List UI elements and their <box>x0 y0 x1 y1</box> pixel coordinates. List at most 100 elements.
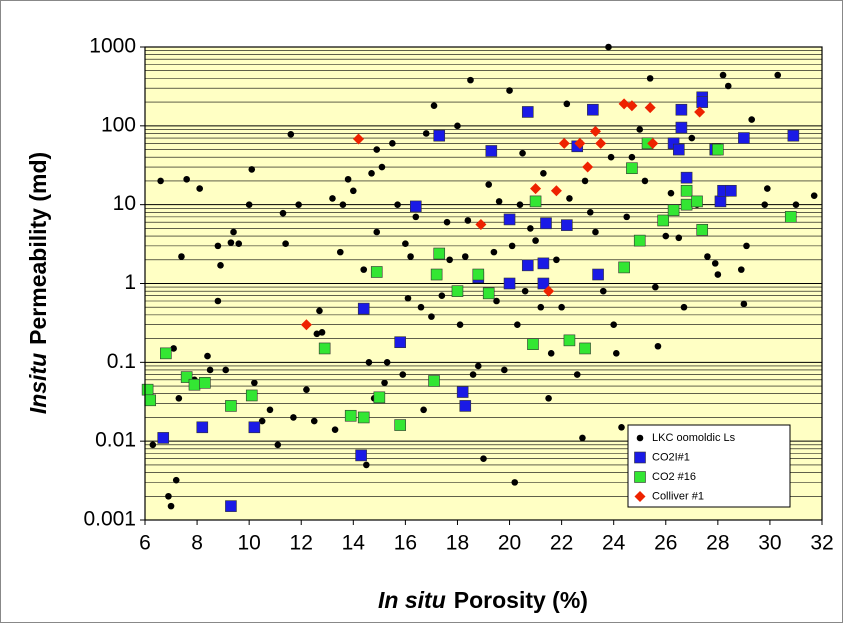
point <box>350 187 357 195</box>
y-tick-label: 10 <box>113 192 136 215</box>
point <box>438 292 446 300</box>
point <box>428 375 440 387</box>
point <box>420 406 427 414</box>
point <box>316 307 323 315</box>
point <box>227 239 235 246</box>
point <box>157 177 164 185</box>
point <box>610 321 617 329</box>
point <box>451 285 464 297</box>
point <box>373 146 381 153</box>
point <box>540 217 552 230</box>
point <box>563 334 576 347</box>
y-tick-label: 1 <box>124 271 136 294</box>
point <box>178 253 185 260</box>
point <box>680 184 693 197</box>
point <box>336 248 344 256</box>
point <box>160 347 172 360</box>
point <box>357 411 370 424</box>
point <box>433 247 446 260</box>
point <box>464 217 472 224</box>
point <box>521 259 534 272</box>
point <box>412 213 420 221</box>
point <box>704 253 711 260</box>
point <box>579 434 586 442</box>
point <box>711 260 719 267</box>
point <box>566 195 573 202</box>
point <box>628 153 636 161</box>
x-tick-label: 30 <box>758 532 781 555</box>
x-tick-label: 10 <box>237 532 260 555</box>
point <box>381 379 388 387</box>
point <box>521 106 534 118</box>
y-tick-label: 100 <box>101 113 136 136</box>
point <box>245 389 258 402</box>
point <box>430 102 438 110</box>
point <box>774 71 782 79</box>
point <box>378 163 386 171</box>
legend-label: CO2I#1 <box>652 451 690 463</box>
point <box>532 237 539 244</box>
point <box>724 82 732 90</box>
point <box>784 211 797 223</box>
point <box>353 133 365 145</box>
x-tick-label: 28 <box>706 532 729 555</box>
point <box>394 336 406 349</box>
point <box>582 161 594 173</box>
y-tick-label: 0.001 <box>83 508 136 531</box>
point <box>485 145 498 157</box>
point <box>725 184 737 197</box>
point <box>612 350 620 357</box>
point <box>144 394 157 407</box>
point <box>623 213 631 221</box>
point <box>279 209 287 217</box>
x-tick-label: 20 <box>498 532 521 555</box>
point <box>694 106 706 118</box>
x-axis-title: In situ Porosity (%) <box>378 587 588 613</box>
point <box>430 268 443 281</box>
point <box>204 352 211 360</box>
point <box>165 492 172 500</box>
point <box>446 256 453 264</box>
x-title-rest: Porosity (%) <box>454 587 588 613</box>
y-title-italic: Insitu <box>25 353 51 414</box>
point <box>266 406 274 414</box>
point <box>290 414 297 421</box>
x-tick-label: 22 <box>550 532 573 555</box>
point <box>214 297 222 305</box>
point <box>485 181 493 188</box>
point <box>482 287 495 300</box>
point <box>740 300 748 308</box>
point <box>389 140 396 147</box>
point <box>675 121 688 134</box>
legend-label: Colliver #1 <box>652 490 704 502</box>
point <box>579 342 591 355</box>
point <box>607 153 615 161</box>
point <box>787 129 800 142</box>
point <box>529 195 542 208</box>
x-tick-label: 18 <box>446 532 469 555</box>
legend-swatch <box>634 471 646 483</box>
point <box>475 219 487 231</box>
point <box>383 359 391 366</box>
point <box>222 366 230 374</box>
legend-swatch <box>634 491 646 502</box>
point <box>370 266 383 278</box>
point <box>618 98 630 110</box>
point <box>537 257 550 270</box>
point <box>170 345 177 352</box>
point <box>355 449 367 462</box>
point <box>633 234 646 247</box>
point <box>547 350 555 357</box>
x-tick-label: 24 <box>602 532 626 555</box>
point <box>480 455 487 462</box>
point <box>313 330 321 338</box>
legend-label: LKC oomoldic Ls <box>652 432 736 444</box>
x-title-italic: In situ <box>378 587 446 613</box>
x-tick-label: 8 <box>191 532 203 555</box>
legend-label: CO2 #16 <box>652 471 696 483</box>
point <box>636 126 644 133</box>
point <box>810 192 818 199</box>
point <box>527 338 539 350</box>
point <box>433 129 446 142</box>
point <box>188 378 201 391</box>
